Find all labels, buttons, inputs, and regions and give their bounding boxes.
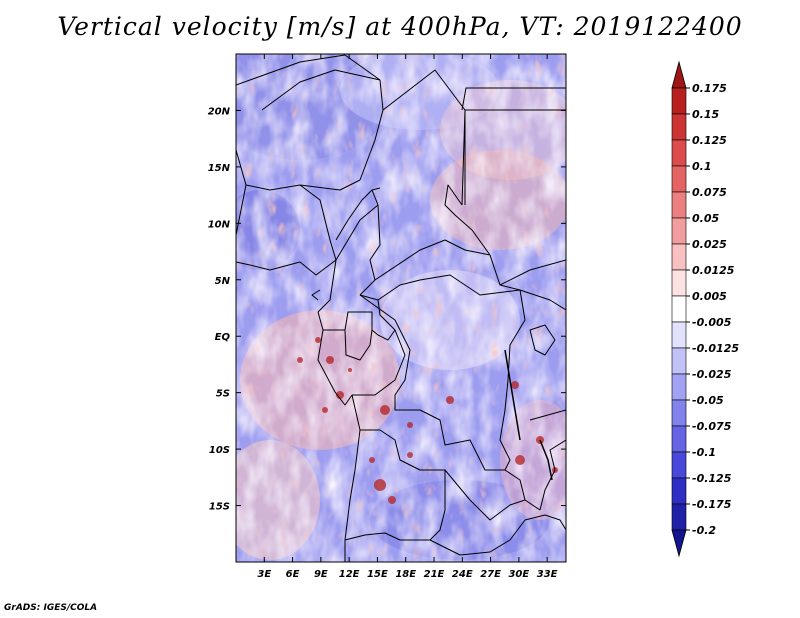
colorbar-segment — [671, 451, 687, 479]
colorbar-segment — [671, 321, 687, 349]
colorbar-top-arrow — [671, 60, 687, 89]
colorbar-label: 0.1 — [692, 160, 712, 173]
colorbar-segment — [671, 87, 687, 115]
colorbar-label: 0.175 — [692, 82, 727, 95]
x-tick-label: 27E — [480, 569, 501, 580]
y-tick-label: 20N — [208, 106, 231, 117]
x-tick-label: 15E — [367, 569, 388, 580]
map-frame — [235, 53, 567, 563]
colorbar-segment — [671, 399, 687, 427]
colorbar-label: 0.0125 — [692, 264, 735, 277]
y-tick-label: 15S — [209, 502, 230, 513]
x-tick-label: 24E — [452, 569, 473, 580]
x-tick-label: 18E — [395, 569, 416, 580]
colorbar-segment — [671, 295, 687, 323]
y-tick-label: 5S — [216, 389, 230, 400]
colorbar-bottom-arrow — [671, 529, 687, 558]
colorbar-label: -0.025 — [692, 368, 732, 381]
colorbar-label: -0.125 — [692, 472, 732, 485]
colorbar-segment — [671, 217, 687, 245]
x-tick-label: 33E — [537, 569, 558, 580]
map-title: Vertical velocity [m/s] at 400hPa, VT: 2… — [57, 12, 743, 41]
y-tick-label: 10N — [208, 219, 231, 230]
colorbar-label: 0.025 — [692, 238, 727, 251]
y-tick-label: 5N — [215, 276, 231, 287]
colorbar-label: -0.005 — [692, 316, 732, 329]
y-tick-label: 15N — [208, 163, 231, 174]
colorbar-segment — [671, 243, 687, 271]
x-tick-label: 30E — [508, 569, 529, 580]
colorbar-label: -0.175 — [692, 498, 732, 511]
colorbar-label: -0.075 — [692, 420, 732, 433]
colorbar-label: 0.075 — [692, 186, 727, 199]
colorbar-label: 0.15 — [692, 108, 719, 121]
y-tick-label: 10S — [209, 445, 230, 456]
country-borders — [236, 54, 566, 562]
x-tick-label: 12E — [339, 569, 360, 580]
y-tick-label: EQ — [215, 332, 231, 343]
colorbar-segment — [671, 425, 687, 453]
colorbar-segment — [671, 139, 687, 167]
colorbar-label: 0.005 — [692, 290, 727, 303]
colorbar-label: -0.0125 — [692, 342, 739, 355]
colorbar: 0.175 0.15 0.125 0.1 0.075 0.05 0.025 0.0125 0.0… — [671, 60, 739, 558]
y-axis-ticks: 20N 15N 10N 5N EQ 5S 10S 15S — [208, 106, 566, 513]
grads-credit: GrADS: IGES/COLA — [4, 603, 98, 613]
x-tick-label: 9E — [314, 569, 328, 580]
velocity-field — [236, 54, 566, 562]
x-axis-ticks: 3E 6E 9E 12E 15E 18E 21E 24E 27E 30E 33E — [257, 54, 558, 580]
colorbar-label: -0.2 — [692, 524, 716, 537]
x-tick-label: 21E — [424, 569, 445, 580]
colorbar-segment — [671, 269, 687, 297]
colorbar-segment — [671, 347, 687, 375]
colorbar-segment — [671, 165, 687, 193]
x-tick-label: 6E — [286, 569, 300, 580]
x-tick-label: 3E — [257, 569, 271, 580]
colorbar-label: 0.05 — [692, 212, 719, 225]
colorbar-segment — [671, 503, 687, 531]
colorbar-segment — [671, 113, 687, 141]
colorbar-label: -0.1 — [692, 446, 716, 459]
colorbar-label: -0.05 — [692, 394, 724, 407]
colorbar-segment — [671, 373, 687, 401]
colorbar-segment — [671, 191, 687, 219]
colorbar-label: 0.125 — [692, 134, 727, 147]
colorbar-segment — [671, 477, 687, 505]
